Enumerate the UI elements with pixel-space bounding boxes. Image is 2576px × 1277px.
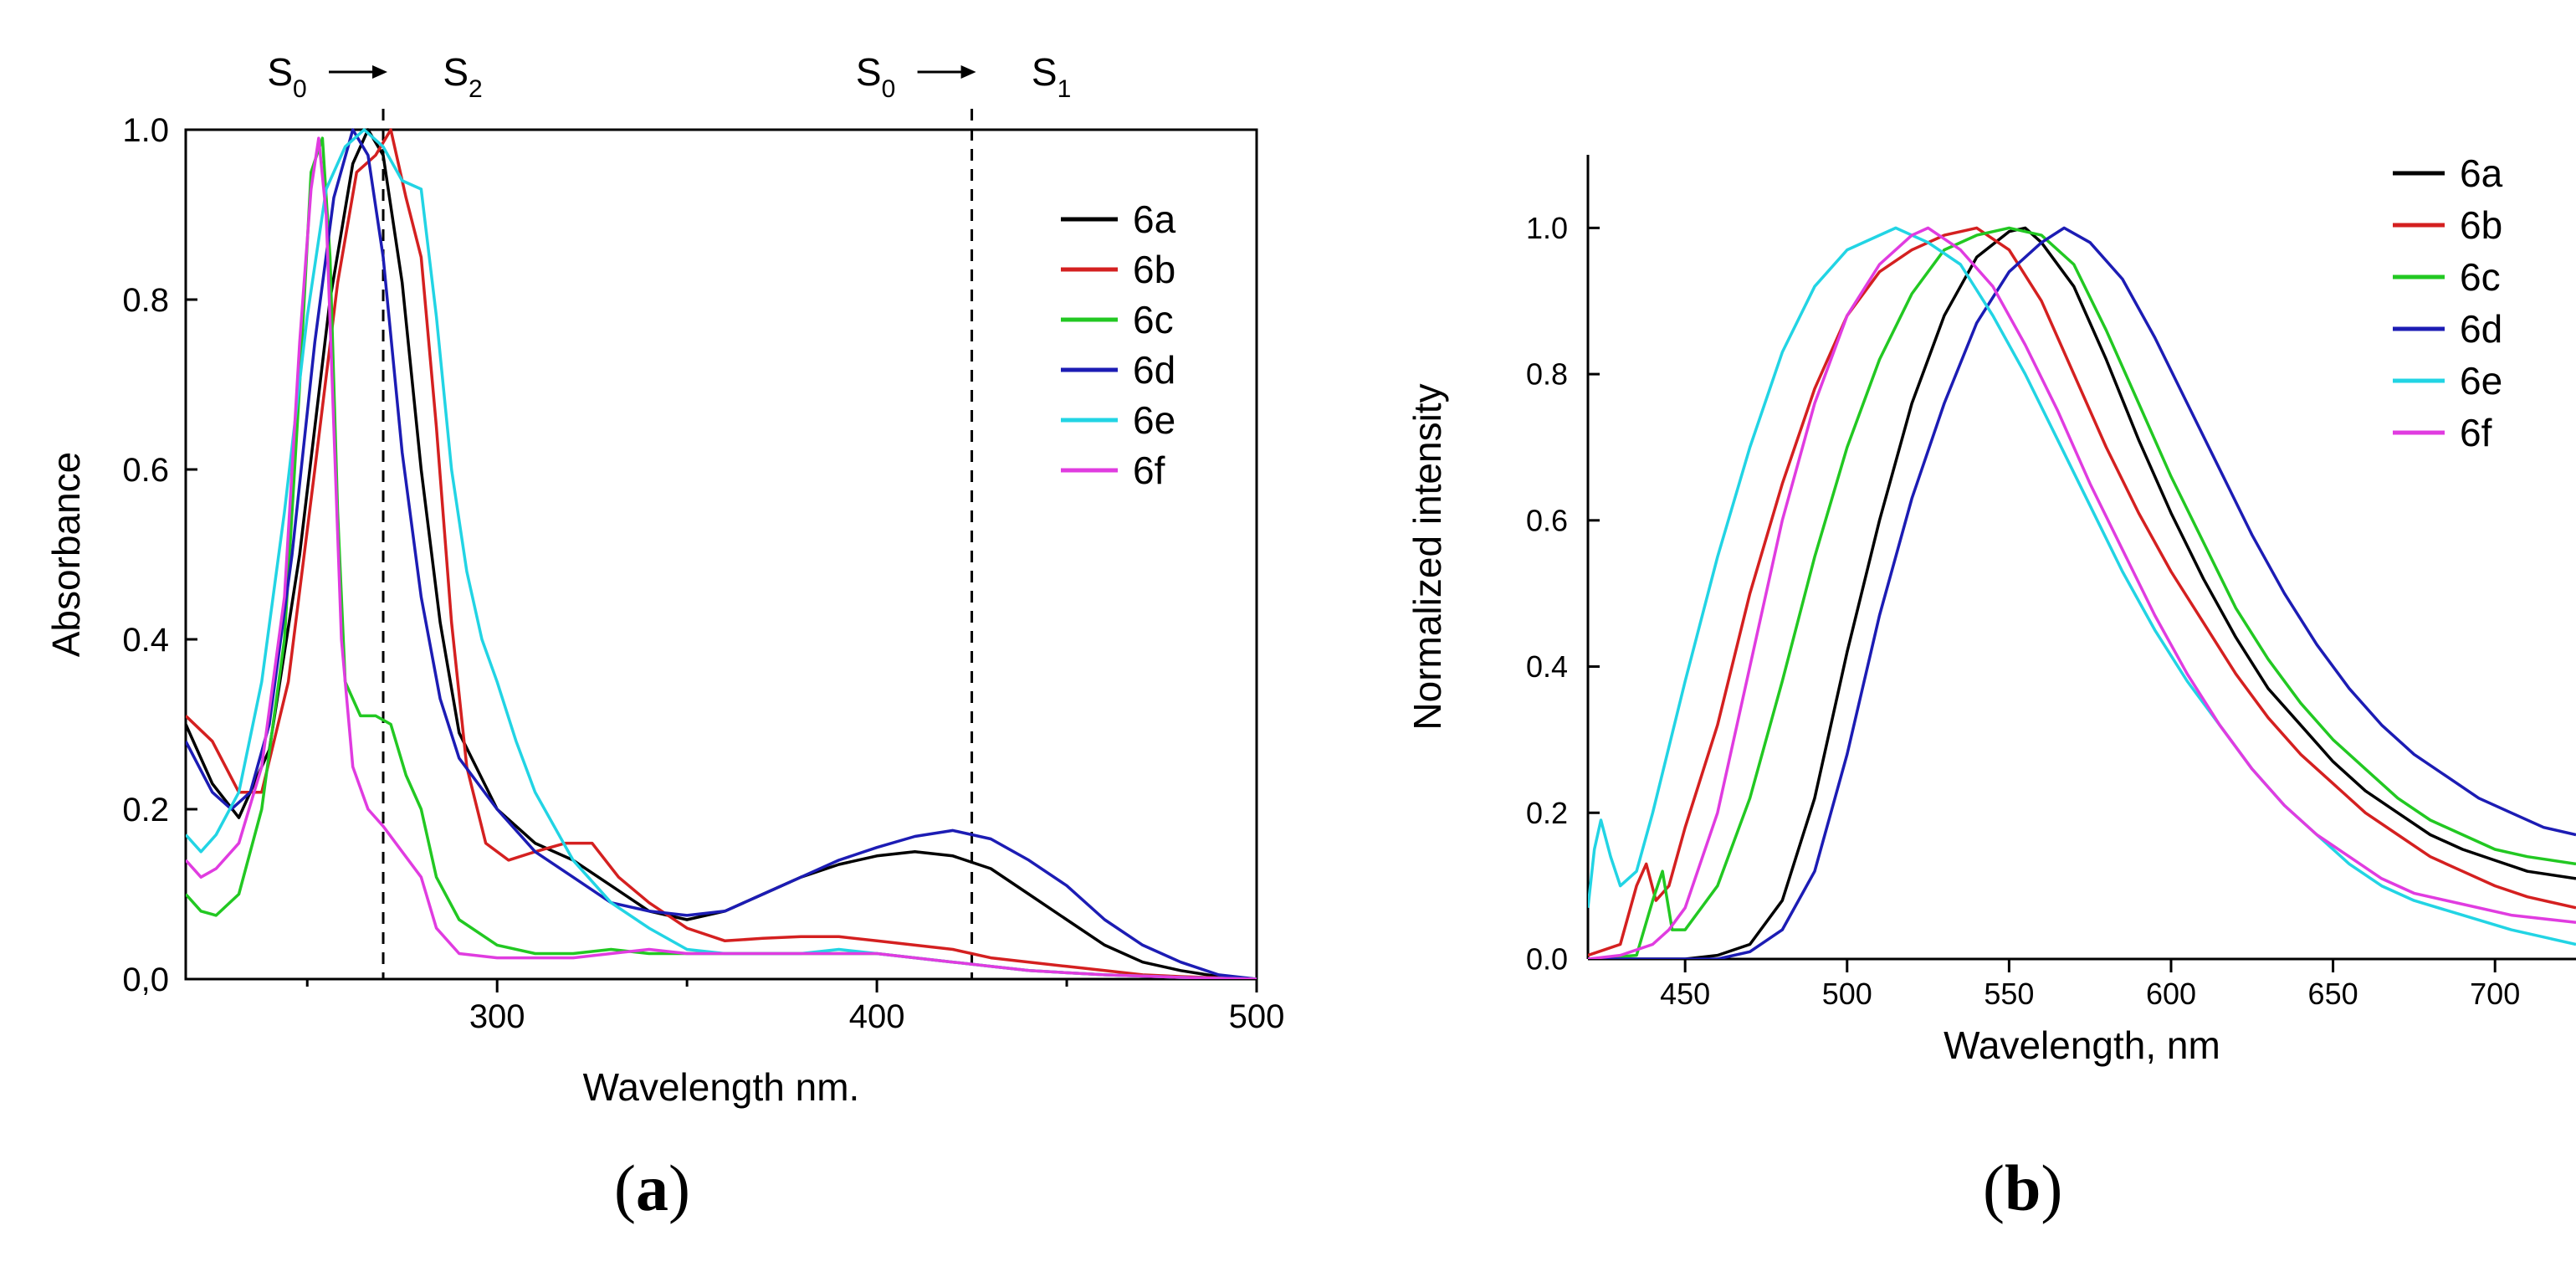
panel-a-series-6a-line — [186, 128, 1257, 979]
panel-a-transition-arrowhead — [960, 65, 976, 79]
panel-b-x-tick-label: 500 — [1822, 977, 1872, 1011]
panel-b-x-tick-label: 600 — [2146, 977, 2196, 1011]
panel-b-series-6b-line — [1588, 226, 2576, 957]
panel-a-transition-arrowhead — [372, 65, 388, 79]
panel-a-legend-label-6c: 6c — [1133, 298, 1174, 341]
panel-b-series-6f-line — [1588, 226, 2576, 959]
panel-b-series-6e-line — [1588, 226, 2576, 946]
panel-a-absorbance-chart: 0,0 0.2 0.4 0.6 0.8 1.0 300 400 500 Wavelength nm… — [44, 50, 1284, 1109]
panel-a-x-tick-label: 400 — [849, 998, 905, 1035]
panel-b-legend-label-6a: 6a — [2460, 151, 2503, 195]
panel-b-series-6a-line — [1588, 226, 2576, 959]
panel-a-legend-label-6f: 6f — [1133, 449, 1165, 492]
panel-a-series-6b-line — [186, 128, 1257, 979]
panel-b-legend-label-6b: 6b — [2460, 203, 2502, 247]
panel-a-legend-label-6e: 6e — [1133, 398, 1175, 442]
panel-a-y-axis-label: Absorbance — [44, 452, 88, 658]
panel-a-y-tick-label: 0.6 — [122, 452, 169, 489]
panel-b-y-tick-label: 0.2 — [1526, 796, 1568, 830]
panel-a-y-tick-label: 0.8 — [122, 282, 169, 319]
panel-b-y-tick-label: 0.0 — [1526, 942, 1568, 977]
panel-b-x-tick-label: 650 — [2308, 977, 2358, 1011]
panel-a-series-6d-line — [186, 128, 1257, 979]
panel-b-legend-label-6c: 6c — [2460, 255, 2501, 299]
panel-b-x-axis-label: Wavelength, nm — [1944, 1023, 2220, 1067]
panel-a-y-tick-label: 0,0 — [122, 962, 169, 998]
panel-a-x-tick-label: 300 — [469, 998, 525, 1035]
panel-b-y-tick-label: 0.4 — [1526, 649, 1568, 684]
panel-b-series-6c-line — [1588, 226, 2576, 959]
panel-a-series-6f-line — [186, 136, 1257, 979]
panel-a-legend-label-6b: 6b — [1133, 248, 1175, 291]
panel-a-x-axis-label: Wavelength nm. — [583, 1065, 860, 1109]
panel-a-y-tick-label: 0.2 — [122, 792, 169, 828]
caption-a: (a) — [614, 1151, 690, 1224]
panel-a-x-tick-label: 500 — [1229, 998, 1285, 1035]
panel-b-y-tick-label: 0.8 — [1526, 357, 1568, 392]
panel-b-legend-label-6d: 6d — [2460, 307, 2502, 351]
panel-a-plot-frame — [184, 128, 1258, 981]
panel-b-y-tick-label: 1.0 — [1526, 211, 1568, 245]
panel-b-x-tick-label: 550 — [1984, 977, 2034, 1011]
panel-b-y-tick-label: 0.6 — [1526, 503, 1568, 537]
panel-b-series-6d-line — [1588, 226, 2576, 959]
panel-b-y-axis-label: Normalized intensity — [1406, 383, 1449, 730]
panel-a-legend-label-6d: 6d — [1133, 348, 1175, 392]
panel-b-x-tick-label: 700 — [2470, 977, 2520, 1011]
panel-a-legend-label-6a: 6a — [1133, 197, 1176, 241]
panel-a-y-tick-label: 1.0 — [122, 112, 169, 149]
panel-b-legend-label-6e: 6e — [2460, 359, 2502, 403]
panel-b-legend-label-6f: 6f — [2460, 411, 2492, 454]
caption-b: (b) — [1983, 1151, 2063, 1224]
panel-b-emission-chart: 0.0 0.2 0.4 0.6 0.8 1.0 450 500 550 600 650 700 Wave… — [1406, 151, 2576, 1067]
panel-b-x-tick-label: 450 — [1660, 977, 1710, 1011]
panel-a-y-tick-label: 0.4 — [122, 622, 169, 659]
